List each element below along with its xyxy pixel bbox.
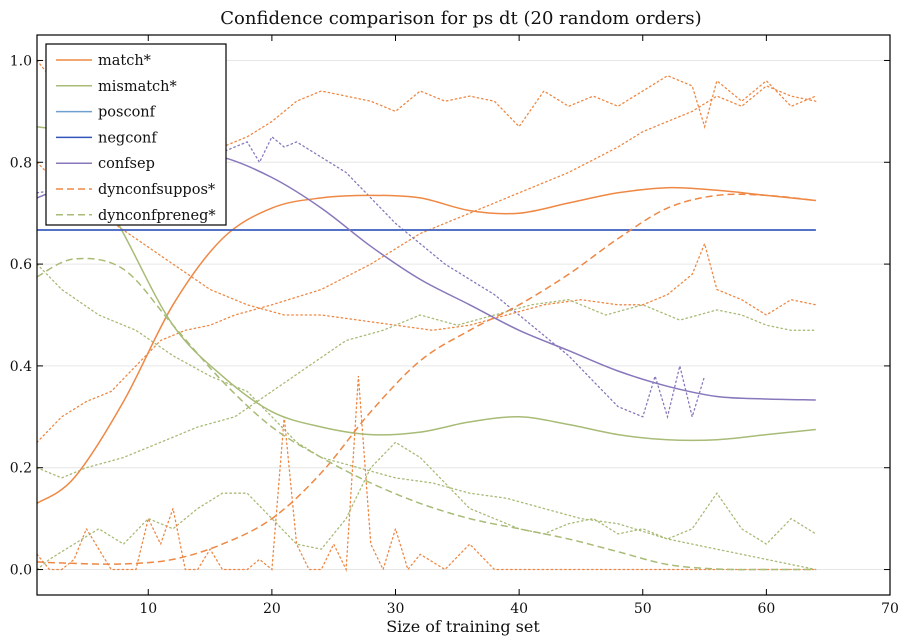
legend-label: confsep (98, 156, 155, 172)
dotted-trace-line (36, 135, 706, 420)
y-tick-label: 1.0 (10, 53, 32, 69)
legend-label: match* (98, 53, 152, 69)
y-tick-label: 0.0 (10, 563, 32, 579)
x-tick-label: 10 (139, 601, 157, 617)
dotted-trace-line (36, 441, 817, 571)
x-tick-label: 40 (510, 601, 528, 617)
x-tick-label: 70 (881, 601, 899, 617)
legend-label: mismatch* (98, 79, 178, 95)
series-line (36, 125, 816, 442)
series-line (36, 257, 816, 571)
y-tick-label: 0.8 (10, 155, 32, 171)
legend-items: match* mismatch* posconf negconf confsep dync… (56, 53, 216, 224)
legend-label: dynconfsuppos* (98, 182, 216, 198)
plot-frame (36, 34, 891, 596)
y-tick-label: 0.6 (10, 257, 32, 273)
y-tick-label: 0.2 (10, 461, 32, 477)
x-axis: 10 20 30 40 50 60 70 (139, 35, 899, 617)
legend-box (45, 43, 227, 226)
series-line (36, 193, 816, 565)
x-tick-label: 60 (757, 601, 775, 617)
dotted-trace-line (36, 85, 817, 443)
series-group (36, 125, 816, 571)
legend-label: posconf (98, 105, 157, 121)
x-axis-title: Size of training set (386, 617, 540, 636)
y-axis: 0.0 0.2 0.4 0.6 0.8 1.0 (10, 53, 890, 579)
x-tick-label: 50 (634, 601, 652, 617)
legend-label: dynconfpreneg* (98, 208, 216, 224)
x-tick-label: 30 (387, 601, 405, 617)
y-tick-label: 0.4 (10, 359, 32, 375)
dotted-trace-line (36, 376, 817, 572)
series-line (36, 186, 816, 505)
chart-title: Confidence comparison for ps dt (20 rand… (220, 8, 701, 29)
dotted-trace-line (36, 299, 817, 479)
legend: match* mismatch* posconf negconf confsep dync… (45, 43, 227, 226)
x-tick-label: 20 (263, 601, 281, 617)
dotted-trace-line (36, 263, 817, 571)
legend-label: negconf (98, 130, 158, 146)
